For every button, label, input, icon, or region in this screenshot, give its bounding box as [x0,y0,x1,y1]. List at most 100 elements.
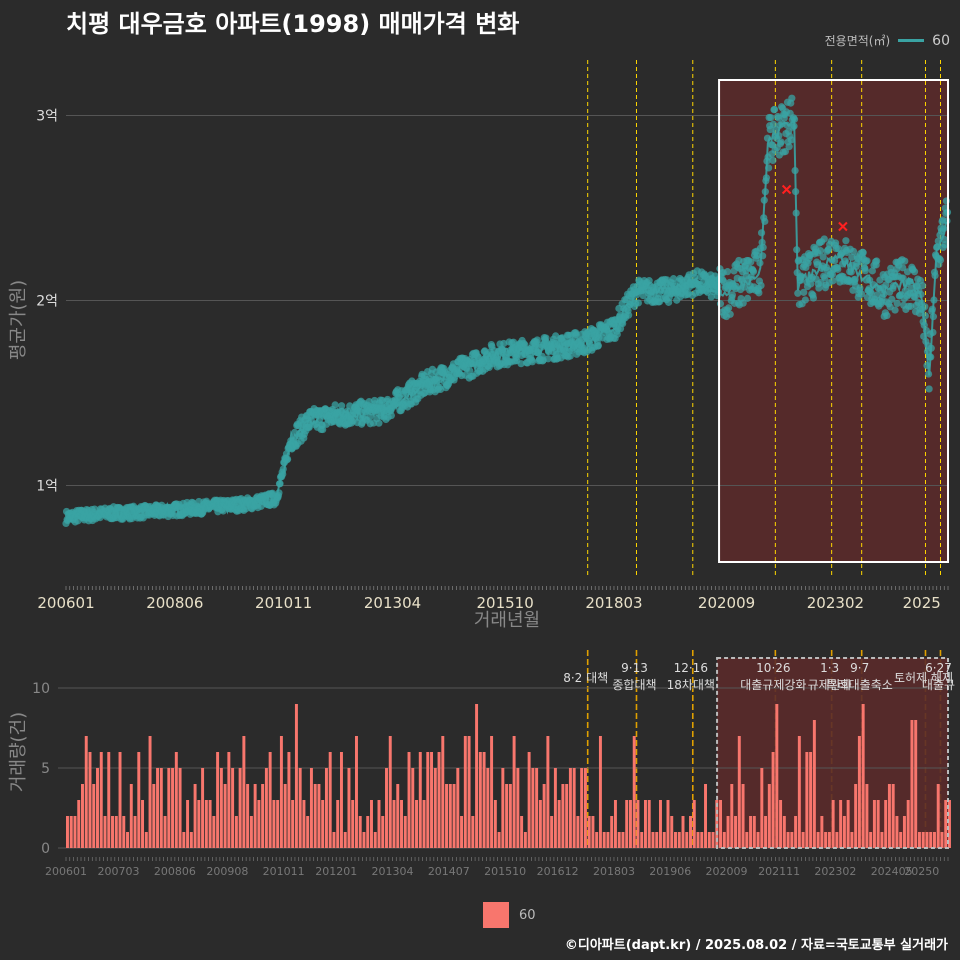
price-point [861,267,869,275]
price-point [739,299,747,307]
volume-bar [298,768,302,848]
volume-bar [887,784,891,848]
volume-bar [163,816,167,848]
price-point [851,275,859,284]
policy-label: 6·27 [925,661,952,675]
volume-bar [865,784,869,848]
volume-bar [287,752,291,848]
volume-bar [261,784,265,848]
volume-bar [899,832,903,848]
volume-bar [921,832,925,848]
volume-bar [505,784,509,848]
volume-bar [336,800,340,848]
volume-bar [212,816,216,848]
volume-bar [309,768,313,848]
volume-bar [550,816,554,848]
price-point [781,148,789,156]
volume-bar [96,768,99,848]
price-point [819,253,827,261]
volume-bar [133,816,137,848]
price-trend-line [65,117,948,524]
price-point [867,289,875,297]
volume-bar [711,832,715,848]
volume-bar [689,816,692,848]
volume-bar [681,816,685,848]
volume-bar [655,832,659,848]
volume-bar [182,832,186,848]
volume-bar [606,832,610,848]
volume-bar [332,832,336,848]
volume-bar [111,816,114,848]
volume-bar [159,768,163,848]
policy-label: 대출규 [922,678,955,692]
price-x-tick-label: 200806 [146,594,203,612]
volume-bar [737,736,741,848]
volume-bar [546,736,550,848]
volume-bar [647,800,651,848]
volume-x-tick-label: 201201 [315,865,357,878]
volume-bar [107,752,111,848]
volume-bar [767,784,771,848]
volume-bar [527,752,531,848]
volume-bar [643,800,647,848]
volume-bar [696,832,700,848]
volume-bar [306,816,310,848]
price-point [832,239,840,247]
price-point [901,257,909,265]
volume-bar [700,832,704,848]
volume-bar [730,784,734,848]
volume-bar [482,752,486,848]
volume-bar [253,784,257,848]
volume-bar [572,768,576,848]
volume-bar [880,832,884,848]
volume-bar [246,784,250,848]
price-point [755,289,763,297]
volume-bar [940,832,944,848]
volume-bar [786,832,790,848]
volume-bar [156,768,160,848]
volume-y-tick-label: 0 [41,841,50,857]
volume-bar [561,784,565,848]
volume-bar [321,800,325,848]
volume-bar [839,800,843,848]
price-legend-line-icon [898,39,925,42]
volume-bar [640,832,644,848]
volume-bar [497,832,501,848]
price-point [882,281,890,289]
volume-bar [501,768,505,848]
price-point [842,237,850,245]
volume-bar [347,768,351,848]
volume-bar [354,736,358,848]
volume-bar [587,816,591,848]
volume-bar [719,800,723,848]
volume-bar [542,784,546,848]
volume-bar [137,752,141,848]
volume-bar [662,832,666,848]
volume-bar [302,800,306,848]
volume-bar [114,816,118,848]
policy-label: 10·26 [756,661,790,675]
volume-bar [219,768,223,848]
volume-bar [906,800,910,848]
volume-bar [463,736,467,848]
volume-bar [685,832,689,848]
volume-bar [152,784,156,848]
volume-bar [508,784,512,848]
volume-bar [430,752,434,848]
volume-bar [460,816,464,848]
price-point [794,289,802,297]
price-y-tick-label: 1억 [36,479,58,495]
price-point [848,253,856,261]
policy-label: 토허제 해제 [894,671,953,685]
price-point [907,302,915,310]
volume-bar [448,784,452,848]
price-point [863,257,871,265]
volume-bar [846,800,850,848]
price-point [770,105,779,114]
volume-bar [929,832,933,848]
volume-bar [910,720,914,848]
volume-bar [339,752,343,848]
price-legend-series: 60 [932,32,950,49]
price-highlight-region [719,80,948,562]
price-point [769,156,777,165]
